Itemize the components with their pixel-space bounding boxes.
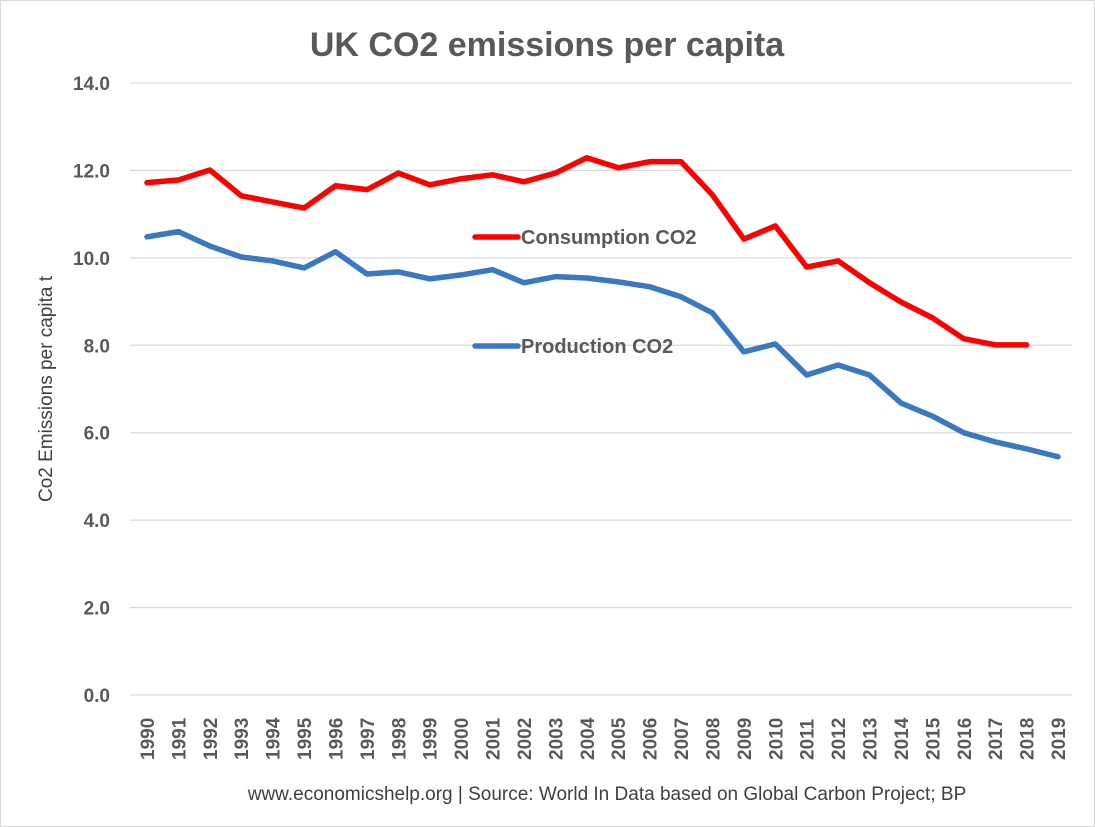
x-tick-label: 1999 xyxy=(421,718,442,760)
x-tick-label: 2015 xyxy=(923,717,944,760)
x-tick-label: 1996 xyxy=(326,718,347,760)
y-tick-label: 2.0 xyxy=(84,599,110,620)
x-tick-label: 2013 xyxy=(861,718,882,760)
y-tick-label: 0.0 xyxy=(84,686,110,707)
x-tick-label: 1998 xyxy=(389,718,410,760)
legend-label: Production CO2 xyxy=(521,336,673,358)
x-tick-label: 2010 xyxy=(766,718,787,760)
x-tick-label: 1993 xyxy=(232,718,253,760)
y-tick-label: 8.0 xyxy=(84,336,110,357)
series-line-consumption-co2 xyxy=(144,155,1030,348)
x-tick-label: 2011 xyxy=(798,718,819,760)
x-tick-label: 2008 xyxy=(703,718,724,760)
x-tick-label: 1994 xyxy=(264,717,285,760)
x-tick-label: 1990 xyxy=(138,718,159,760)
x-tick-label: 2003 xyxy=(546,718,567,760)
x-tick-label: 1991 xyxy=(169,717,190,760)
x-tick-label: 2002 xyxy=(515,718,536,760)
x-tick-label: 2014 xyxy=(892,717,913,760)
y-tick-label: 14.0 xyxy=(73,74,110,95)
chart-title: UK CO2 emissions per capita xyxy=(310,26,785,64)
x-tick-label: 2017 xyxy=(986,718,1007,760)
x-tick-label: 2004 xyxy=(578,717,599,760)
x-tick-label: 2016 xyxy=(955,718,976,760)
x-tick-label: 2005 xyxy=(609,717,630,760)
x-tick-label: 2000 xyxy=(452,718,473,760)
x-tick-label: 1992 xyxy=(201,718,222,760)
y-tick-label: 10.0 xyxy=(73,249,110,270)
x-tick-label: 2019 xyxy=(1049,718,1070,760)
x-tick-label: 1995 xyxy=(295,717,316,760)
x-tick-label: 1997 xyxy=(358,718,379,760)
y-axis-label: Co2 Emissions per capita t xyxy=(36,275,57,502)
x-tick-label: 2018 xyxy=(1018,718,1039,760)
x-tick-label: 2006 xyxy=(641,718,662,760)
x-tick-label: 2001 xyxy=(484,717,505,760)
y-tick-label: 6.0 xyxy=(84,424,110,445)
x-tick-label: 2007 xyxy=(672,718,693,760)
legend-label: Consumption CO2 xyxy=(521,227,697,249)
x-tick-label: 2009 xyxy=(735,718,756,760)
x-tick-label: 2012 xyxy=(829,718,850,760)
source-footer: www.economicshelp.org | Source: World In… xyxy=(247,784,967,805)
series-line-production-co2 xyxy=(144,228,1061,460)
y-tick-label: 12.0 xyxy=(73,161,110,182)
y-tick-label: 4.0 xyxy=(84,511,110,532)
